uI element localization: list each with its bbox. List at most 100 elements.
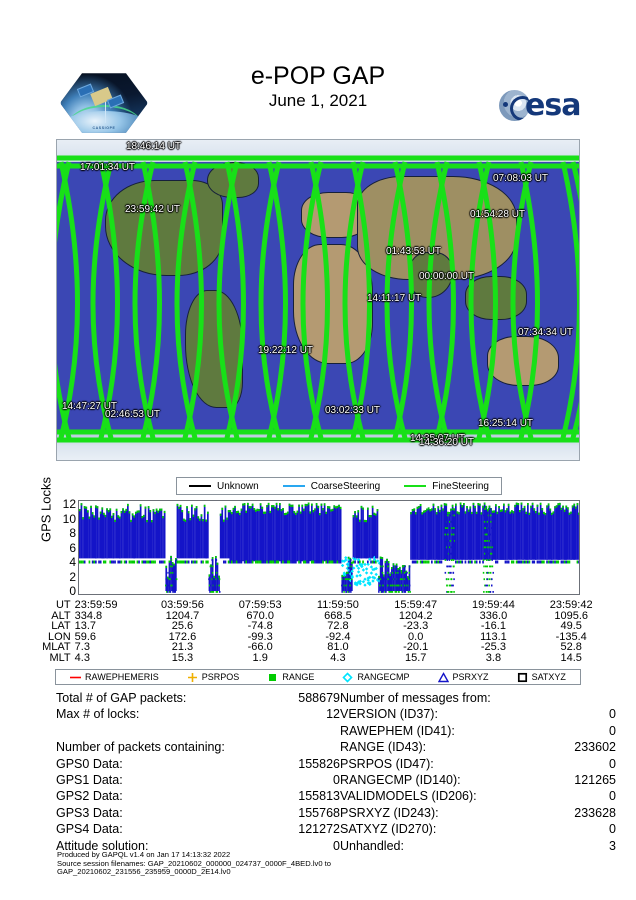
- statistics-section: Total # of GAP packets: 588679 Max # of …: [56, 690, 616, 854]
- orbit-parameter-value: -66.0: [247, 641, 273, 654]
- statistic-row: GPS0 Data: 155826: [56, 756, 340, 772]
- cassiope-mission-logo-icon: CASSIOPE: [60, 72, 148, 134]
- orbit-parameter-table: UT 23:59:59 03:59:56 07:59:53 11:59:50 15:59:…: [30, 600, 610, 664]
- statistic-label: GPS3 Data:: [56, 805, 123, 820]
- max-locks-row: Max # of locks: 12: [56, 706, 340, 722]
- map-time-label: 00:00:00 UT: [419, 271, 475, 282]
- legend-line-icon: [404, 485, 427, 487]
- orbit-parameter-row: LON 59.6 172.6 -99.3 -92.4 0.0 113.1 -135.4: [30, 630, 610, 643]
- y-axis-tick: 2: [69, 569, 76, 584]
- orbit-parameter-row: MLAT 7.3 21.3 -66.0 81.0 -20.1 -25.3 52.8: [30, 642, 610, 653]
- statistic-value: 0: [333, 773, 340, 788]
- landmass-north-america: [105, 180, 223, 276]
- packet-legend-label: PSRXYZ: [452, 672, 489, 682]
- packet-legend-entry: RANGE: [267, 672, 314, 683]
- landmass-australia: [487, 336, 559, 386]
- orbit-parameter-value: 1204.7: [165, 609, 200, 622]
- statistic-value: 233628: [574, 805, 616, 820]
- orbit-parameter-value: 07:59:53: [238, 599, 282, 611]
- statistic-value: 155813: [298, 789, 340, 804]
- packet-legend-label: RAWEPHEMERIS: [85, 672, 159, 682]
- map-time-label: 07:34:34 UT: [518, 327, 574, 338]
- statistic-row: GPS1 Data: 0: [56, 772, 340, 788]
- orbit-parameter-value: 15.3: [171, 651, 194, 664]
- orbit-parameter-label: ALT: [51, 609, 71, 622]
- statistic-value: 121265: [574, 773, 616, 788]
- gps-locks-y-ticks: 12 10 8 6 4 2 0: [52, 497, 76, 597]
- statistic-value: 0: [333, 838, 340, 853]
- map-time-label: 14:11:17 UT: [367, 293, 422, 304]
- orbit-parameter-value: 15.7: [404, 651, 427, 664]
- orbit-parameter-row: ALT 334.8 1204.7 670.0 668.5 1204.2 336.0 1095.…: [30, 609, 610, 622]
- orbit-parameter-value: -23.3: [403, 620, 429, 633]
- provenance-footer: Produced by GAPQL v1.4 on Jan 17 14:13:3…: [57, 850, 331, 877]
- steering-legend-entry: Unknown: [189, 481, 259, 492]
- orbit-parameter-value: 4.3: [74, 651, 90, 664]
- orbit-parameter-value: -99.3: [247, 630, 273, 643]
- y-axis-tick: 8: [69, 526, 76, 540]
- statistic-label: VERSION (ID37):: [340, 707, 438, 722]
- orbit-parameter-value: 172.6: [168, 630, 197, 643]
- packet-legend-entry: SATXYZ: [517, 672, 566, 683]
- esa-logo-icon: esa: [499, 88, 603, 123]
- statistic-label: PSRPOS (ID47):: [340, 756, 434, 771]
- orbit-parameter-value: -135.4: [555, 630, 587, 643]
- statistic-label: GPS0 Data:: [56, 756, 123, 771]
- packets-containing-list: GPS0 Data: 155826 GPS1 Data: 0 GPS2 Data: 155…: [56, 756, 340, 854]
- footer-producer-line: Produced by GAPQL v1.4 on Jan 17 14:13:3…: [57, 850, 231, 859]
- messages-from-heading: Number of messages from:: [340, 691, 491, 705]
- orbit-parameter-value: 52.8: [560, 641, 582, 654]
- orbit-parameter-label: UT: [55, 599, 71, 611]
- orbit-parameter-value: 25.6: [171, 620, 194, 633]
- ground-track-map: [56, 139, 580, 461]
- esa-globe-icon: [499, 90, 530, 121]
- orbit-parameter-row: MLT 4.3 15.3 1.9 4.3 15.7 3.8 14.5: [30, 653, 610, 664]
- title-block: e-POP GAP June 1, 2021: [168, 62, 468, 111]
- orbit-parameter-value: 7.3: [74, 641, 90, 654]
- legend-label: FineSteering: [432, 480, 489, 492]
- plus-marker-icon: [187, 672, 198, 683]
- map-time-label: 03:02:33 UT: [325, 405, 381, 416]
- steering-legend-entry: CoarseSteering: [282, 481, 380, 492]
- packet-legend-label: SATXYZ: [531, 672, 566, 682]
- square-filled-marker-icon: [267, 672, 278, 683]
- statistic-label: PSRXYZ (ID243):: [340, 805, 439, 820]
- max-locks-value: 12: [326, 707, 340, 722]
- steering-legend-entry: FineSteering: [404, 481, 489, 492]
- orbit-parameter-value: 15:59:47: [394, 599, 438, 611]
- y-axis-tick: 12: [62, 497, 76, 511]
- orbit-parameter-value: 1204.2: [398, 609, 433, 622]
- statistic-row: RANGECMP (ID140): 121265: [340, 772, 616, 788]
- packet-legend-entry: PSRXYZ: [437, 671, 489, 683]
- orbit-parameter-value: -20.1: [403, 641, 429, 654]
- map-time-label: 01:43:53 UT: [386, 246, 442, 257]
- statistic-label: Unhandled:: [340, 838, 404, 853]
- packet-legend-entry: RAWEPHEMERIS: [70, 672, 159, 683]
- total-packets-row: Total # of GAP packets: 588679: [56, 690, 340, 706]
- orbit-parameter-value: -74.8: [247, 620, 273, 633]
- statistic-row: RANGE (ID43): 233602: [340, 739, 616, 755]
- statistic-row: GPS3 Data: 155768: [56, 805, 340, 821]
- orbit-parameter-value: 19:59:44: [472, 599, 515, 611]
- packet-legend-entry: PSRPOS: [187, 672, 239, 683]
- footer-source-line-2: GAP_20210602_231556_235959_0000D_2E14.lv…: [57, 867, 231, 877]
- statistic-row: GPS4 Data: 121272: [56, 821, 340, 837]
- y-axis-tick: 6: [69, 540, 76, 555]
- statistic-row: PSRPOS (ID47): 0: [340, 756, 616, 772]
- statistic-label: RANGECMP (ID140):: [340, 773, 461, 788]
- orbit-parameter-value: 670.0: [246, 609, 274, 622]
- map-time-label: 14:47:27 UT: [62, 401, 118, 412]
- messages-from-list: VERSION (ID37): 0 RAWEPHEM (ID41): 0 RANGE (…: [340, 706, 616, 854]
- orbit-parameter-value: 81.0: [327, 641, 349, 654]
- orbit-parameter-value: 21.3: [171, 641, 194, 654]
- orbit-parameter-value: 72.8: [327, 620, 349, 633]
- packet-type-legend: RAWEPHEMERIS PSRPOS RANGE RANGECMP PSRXYZ SAT…: [55, 669, 581, 685]
- legend-line-icon: [282, 485, 305, 487]
- gps-locks-scatter: [79, 502, 579, 593]
- statistic-row: VALIDMODELS (ID206): 0: [340, 788, 616, 804]
- orbit-parameter-label: LON: [48, 630, 71, 643]
- legend-label: Unknown: [217, 480, 259, 492]
- orbit-parameter-value: 13.7: [74, 620, 97, 633]
- packet-legend-label: RANGECMP: [357, 672, 410, 682]
- statistic-value: 155826: [298, 756, 340, 771]
